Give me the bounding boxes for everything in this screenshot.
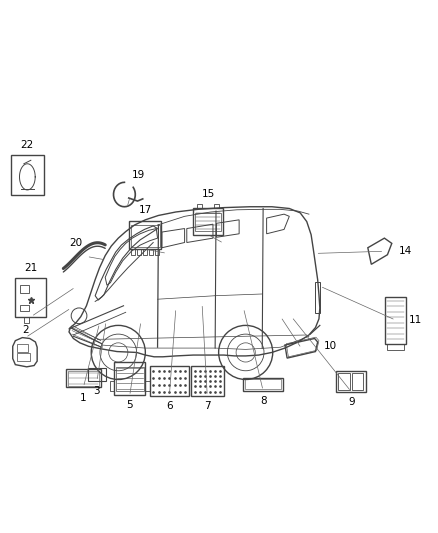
Bar	[213, 204, 219, 208]
Bar	[194, 213, 221, 231]
Bar	[351, 373, 363, 390]
Bar	[191, 366, 223, 396]
Bar	[145, 381, 149, 391]
Bar	[24, 317, 29, 323]
Bar	[243, 378, 282, 391]
Text: 3: 3	[93, 385, 100, 395]
Bar	[385, 296, 405, 344]
Text: 7: 7	[204, 401, 210, 411]
Bar	[314, 282, 319, 313]
Bar	[17, 344, 28, 352]
Bar	[149, 366, 188, 396]
Text: 15: 15	[201, 189, 214, 199]
Bar	[67, 371, 99, 385]
Text: 10: 10	[323, 341, 336, 351]
Text: 19: 19	[132, 169, 145, 180]
Text: 1: 1	[80, 393, 87, 402]
Text: 17: 17	[138, 205, 152, 215]
Bar	[116, 367, 143, 391]
Bar	[20, 285, 29, 293]
Text: 22: 22	[21, 140, 34, 150]
Bar	[197, 204, 202, 208]
Bar	[387, 344, 403, 350]
Bar	[128, 221, 161, 249]
Bar	[17, 353, 30, 361]
Bar	[114, 362, 145, 395]
Bar	[20, 305, 29, 311]
Bar	[110, 381, 114, 391]
Bar	[155, 249, 159, 255]
Text: 6: 6	[166, 401, 172, 411]
Bar	[66, 369, 101, 387]
Text: 9: 9	[347, 397, 354, 407]
Text: 8: 8	[259, 396, 266, 406]
Text: 11: 11	[408, 315, 421, 325]
Bar	[88, 368, 106, 381]
Text: 20: 20	[69, 238, 82, 248]
Text: 2: 2	[22, 325, 28, 335]
Bar	[11, 155, 44, 195]
Text: 14: 14	[398, 246, 412, 256]
Bar	[131, 249, 134, 255]
Bar	[149, 249, 152, 255]
Text: 21: 21	[24, 263, 37, 273]
Bar	[245, 379, 280, 389]
Bar	[143, 249, 147, 255]
Bar	[15, 278, 46, 317]
Bar	[130, 225, 159, 247]
Bar	[193, 208, 223, 235]
Bar	[337, 373, 350, 390]
Text: 5: 5	[126, 400, 133, 410]
Bar	[137, 249, 141, 255]
Bar	[336, 371, 365, 392]
